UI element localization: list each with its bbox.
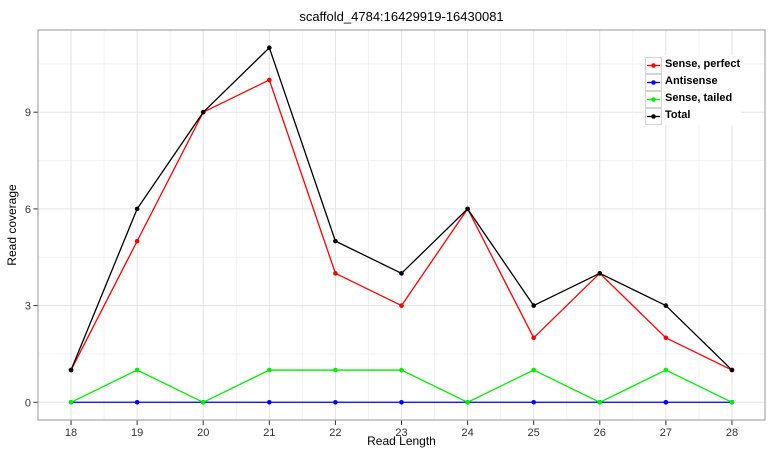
data-point: [399, 303, 404, 308]
legend-key-icon: [645, 73, 662, 91]
legend-key-icon: [645, 107, 662, 125]
data-point: [134, 399, 140, 405]
y-tick-label: 9: [25, 107, 31, 119]
data-point: [465, 206, 470, 212]
data-point: [531, 335, 536, 341]
data-point: [597, 271, 603, 276]
data-point: [267, 399, 272, 405]
data-point: [333, 238, 338, 244]
x-tick-label: 24: [461, 427, 473, 439]
legend-item-sense-perfect: Sense, perfect: [645, 56, 741, 74]
legend-key-icon: [645, 90, 662, 108]
data-point: [399, 399, 404, 405]
legend-item-antisense: Antisense: [645, 73, 740, 91]
data-point: [729, 367, 735, 373]
data-point: [399, 271, 404, 276]
axis-ticks: [33, 111, 733, 425]
data-point: [267, 45, 272, 51]
data-point: [729, 399, 735, 405]
y-tick-label: 0: [25, 397, 31, 409]
legend-item-total: Total: [645, 107, 740, 125]
data-point: [663, 335, 669, 341]
x-tick-labels: 18 19 20 21 22 23 24 25 26 27 28: [65, 427, 738, 439]
y-tick-label: 6: [25, 204, 31, 216]
legend-item-sense-tailed: Sense, tailed: [645, 90, 740, 108]
data-point: [663, 399, 669, 405]
series-sense-tailed: [68, 367, 735, 405]
legend-label: Antisense: [665, 75, 718, 87]
panel-border: [37, 29, 766, 421]
data-point: [531, 367, 536, 373]
x-tick-label: 20: [197, 427, 209, 439]
legend: Sense, perfect Antisense Sense, tailed T…: [644, 55, 742, 125]
data-point: [333, 367, 338, 373]
data-point: [200, 109, 206, 115]
data-point: [267, 367, 272, 373]
data-point: [333, 271, 338, 276]
data-point: [663, 367, 669, 373]
data-point: [68, 367, 74, 373]
legend-label: Total: [665, 109, 691, 121]
data-point: [531, 303, 536, 308]
x-tick-label: 28: [726, 427, 738, 439]
data-point: [134, 238, 140, 244]
y-tick-labels: 0 3 6 9: [25, 107, 31, 409]
data-point: [134, 367, 140, 373]
data-point: [134, 206, 140, 212]
legend-label: Sense, perfect: [665, 58, 741, 70]
x-tick-label: 27: [660, 427, 672, 439]
x-tick-label: 21: [263, 427, 275, 439]
y-axis-label: Read coverage: [5, 184, 19, 266]
chart-title: scaffold_4784:16429919-16430081: [299, 9, 504, 24]
data-point: [663, 303, 669, 308]
legend-key-icon: [645, 56, 662, 74]
x-tick-label: 22: [329, 427, 341, 439]
series-total: [68, 45, 735, 373]
x-tick-label: 19: [131, 427, 143, 439]
data-point: [399, 367, 404, 373]
data-point: [68, 399, 74, 405]
x-tick-label: 26: [594, 427, 606, 439]
data-point: [200, 399, 206, 405]
data-point: [333, 399, 338, 405]
x-axis-label: Read Length: [367, 434, 436, 448]
legend-label: Sense, tailed: [665, 92, 733, 104]
x-tick-label: 23: [395, 427, 407, 439]
x-tick-label: 25: [528, 427, 540, 439]
data-point: [531, 399, 536, 405]
y-tick-label: 3: [25, 301, 31, 313]
data-point: [597, 399, 603, 405]
data-point: [465, 399, 470, 405]
data-point: [267, 77, 272, 83]
x-tick-label: 18: [65, 427, 77, 439]
